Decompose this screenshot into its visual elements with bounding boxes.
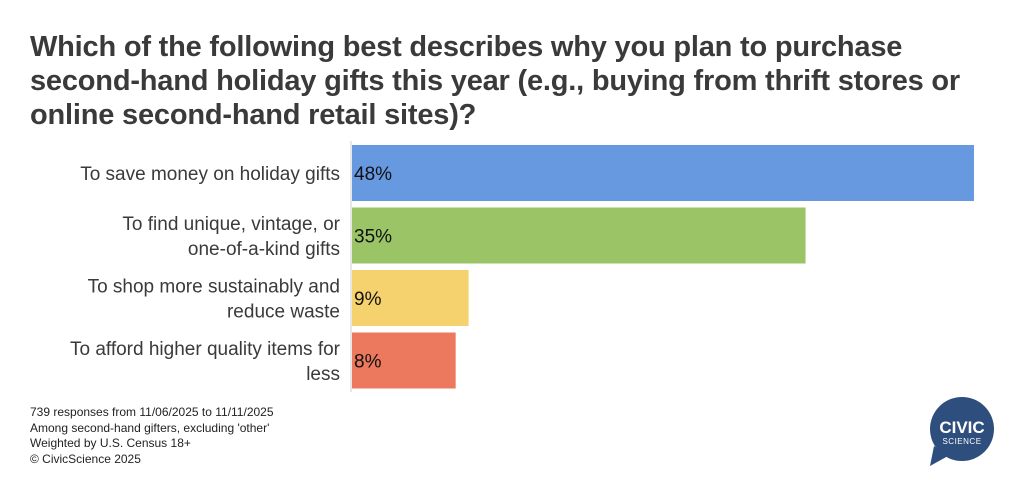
- logo-text-science: SCIENCE: [942, 437, 981, 446]
- bar-3: [352, 270, 469, 326]
- category-label-3: To shop more sustainably and reduce waste: [88, 277, 340, 323]
- chart-title: Which of the following best describes wh…: [30, 31, 961, 131]
- data-label-4: 8%: [354, 352, 382, 373]
- logo-speech-tail: [930, 446, 948, 466]
- data-label-2: 35%: [354, 227, 392, 248]
- footnotes: 739 responses from 11/06/2025 to 11/11/2…: [30, 405, 274, 467]
- footnote-population: Among second-hand gifters, excluding 'ot…: [30, 420, 270, 435]
- category-label-1: To save money on holiday gifts: [80, 164, 340, 185]
- data-label-1: 48%: [354, 164, 392, 185]
- bar-4: [352, 332, 456, 389]
- footnote-weighting: Weighted by U.S. Census 18+: [30, 436, 191, 450]
- logo-text-civic: CIVIC: [939, 418, 984, 437]
- data-label-3: 9%: [354, 289, 382, 310]
- footnote-copyright: © CivicScience 2025: [30, 451, 141, 466]
- bar-1: [352, 145, 974, 201]
- footnote-responses: 739 responses from 11/06/2025 to 11/11/2…: [30, 405, 274, 419]
- bar-2: [352, 207, 806, 264]
- category-label-4: To afford higher quality items for less: [70, 339, 341, 385]
- logo-circle: [930, 397, 994, 461]
- civicscience-logo: CIVIC SCIENCE: [930, 397, 994, 466]
- category-label-2: To find unique, vintage, or one-of-a-kind…: [122, 214, 340, 260]
